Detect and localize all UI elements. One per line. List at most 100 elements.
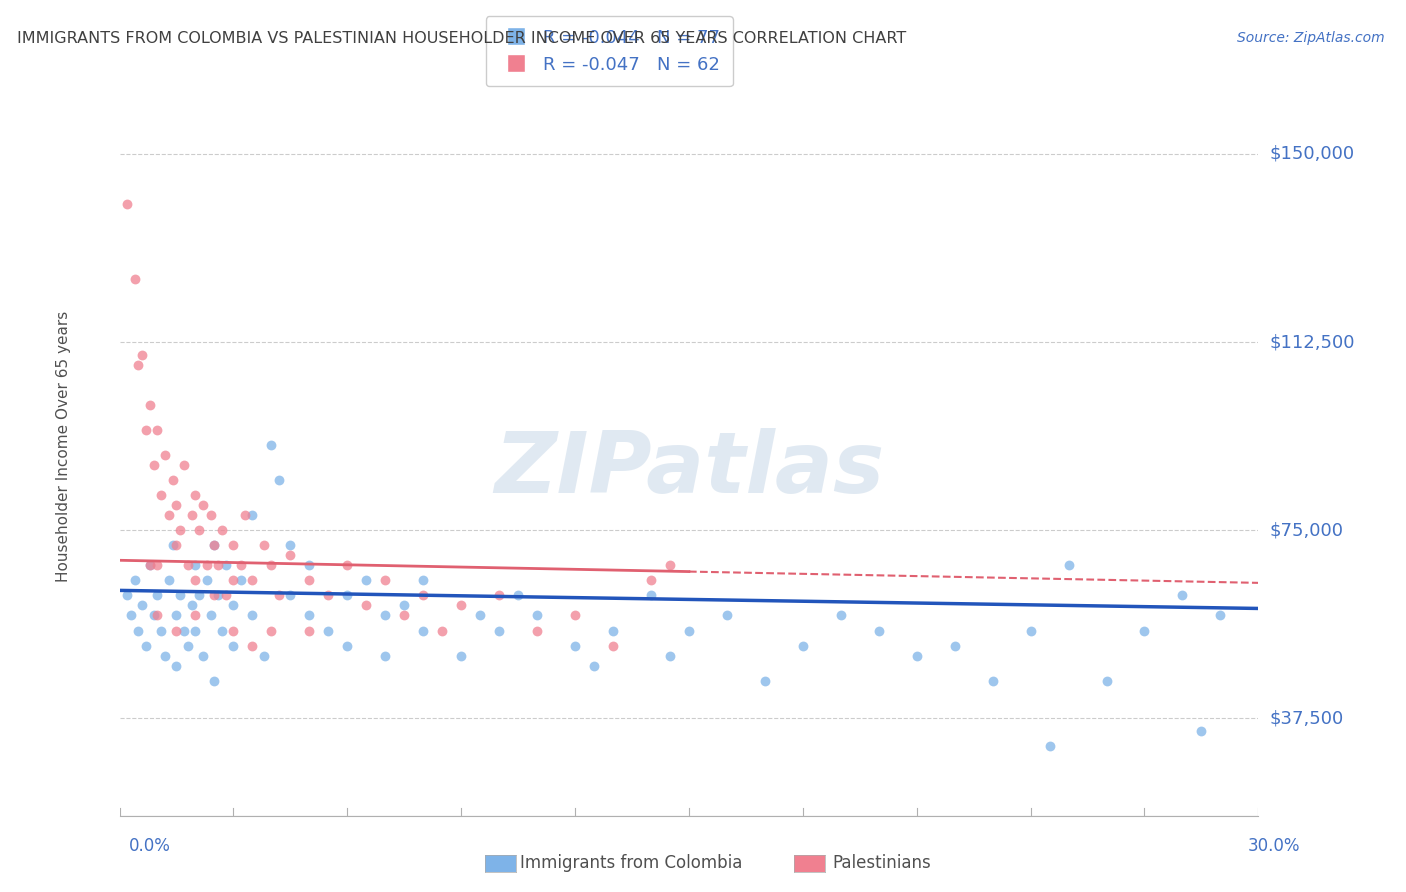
- Point: [162, 473, 184, 487]
- Point: [204, 538, 226, 552]
- Point: [336, 639, 359, 653]
- Point: [354, 574, 377, 588]
- Text: 30.0%: 30.0%: [1249, 837, 1301, 855]
- Point: [640, 574, 662, 588]
- Point: [146, 558, 169, 573]
- Point: [173, 624, 195, 638]
- Point: [602, 624, 624, 638]
- Point: [191, 498, 214, 512]
- Point: [204, 538, 226, 552]
- Text: $112,500: $112,500: [1270, 333, 1355, 351]
- Point: [222, 574, 245, 588]
- Point: [905, 648, 928, 663]
- Point: [166, 608, 188, 623]
- Point: [195, 558, 218, 573]
- Point: [191, 648, 214, 663]
- Point: [508, 589, 530, 603]
- Point: [169, 523, 191, 537]
- Point: [153, 448, 176, 462]
- Point: [1039, 739, 1062, 753]
- Point: [124, 574, 146, 588]
- Point: [162, 538, 184, 552]
- Point: [318, 624, 340, 638]
- Point: [166, 498, 188, 512]
- Point: [354, 599, 377, 613]
- Point: [204, 673, 226, 688]
- Point: [488, 589, 510, 603]
- Point: [716, 608, 738, 623]
- Point: [128, 624, 150, 638]
- Point: [253, 538, 276, 552]
- Point: [298, 608, 321, 623]
- Point: [222, 538, 245, 552]
- Point: [278, 589, 302, 603]
- Point: [374, 608, 396, 623]
- Text: 0.0%: 0.0%: [129, 837, 172, 855]
- Point: [298, 558, 321, 573]
- Point: [659, 558, 682, 573]
- Point: [242, 639, 264, 653]
- Point: [204, 589, 226, 603]
- Point: [260, 558, 283, 573]
- Point: [169, 589, 191, 603]
- Point: [336, 558, 359, 573]
- Point: [298, 574, 321, 588]
- Point: [142, 458, 165, 472]
- Point: [430, 624, 453, 638]
- Point: [184, 488, 207, 502]
- Point: [412, 574, 434, 588]
- Legend: R = -0.044   N = 77, R = -0.047   N = 62: R = -0.044 N = 77, R = -0.047 N = 62: [485, 16, 733, 87]
- Point: [640, 589, 662, 603]
- Text: Householder Income Over 65 years: Householder Income Over 65 years: [56, 310, 70, 582]
- Point: [222, 624, 245, 638]
- Point: [754, 673, 776, 688]
- Point: [242, 508, 264, 523]
- Point: [139, 558, 162, 573]
- Point: [526, 624, 548, 638]
- Text: $75,000: $75,000: [1270, 521, 1344, 539]
- Text: Source: ZipAtlas.com: Source: ZipAtlas.com: [1237, 31, 1385, 45]
- Point: [222, 639, 245, 653]
- Point: [450, 599, 472, 613]
- Point: [278, 548, 302, 563]
- Point: [177, 558, 200, 573]
- Point: [267, 473, 290, 487]
- Point: [207, 558, 229, 573]
- Point: [120, 608, 142, 623]
- Point: [157, 508, 180, 523]
- Text: $37,500: $37,500: [1270, 709, 1344, 727]
- Point: [200, 508, 222, 523]
- Point: [981, 673, 1004, 688]
- Point: [115, 197, 138, 211]
- Point: [215, 589, 238, 603]
- Text: Immigrants from Colombia: Immigrants from Colombia: [520, 855, 742, 872]
- Point: [131, 599, 153, 613]
- Point: [374, 574, 396, 588]
- Point: [166, 538, 188, 552]
- Point: [150, 624, 173, 638]
- Point: [564, 639, 586, 653]
- Point: [184, 608, 207, 623]
- Point: [583, 658, 606, 673]
- Point: [211, 523, 233, 537]
- Point: [139, 558, 162, 573]
- Point: [412, 624, 434, 638]
- Point: [374, 648, 396, 663]
- Point: [336, 589, 359, 603]
- Point: [222, 599, 245, 613]
- Point: [412, 589, 434, 603]
- Point: [229, 558, 252, 573]
- Text: Palestinians: Palestinians: [832, 855, 931, 872]
- Point: [470, 608, 492, 623]
- Point: [139, 398, 162, 412]
- Point: [177, 639, 200, 653]
- Point: [229, 574, 252, 588]
- Point: [1209, 608, 1232, 623]
- Point: [115, 589, 138, 603]
- Point: [526, 608, 548, 623]
- Point: [488, 624, 510, 638]
- Point: [188, 589, 211, 603]
- Point: [146, 423, 169, 437]
- Point: [135, 423, 157, 437]
- Text: ZIPatlas: ZIPatlas: [494, 428, 884, 511]
